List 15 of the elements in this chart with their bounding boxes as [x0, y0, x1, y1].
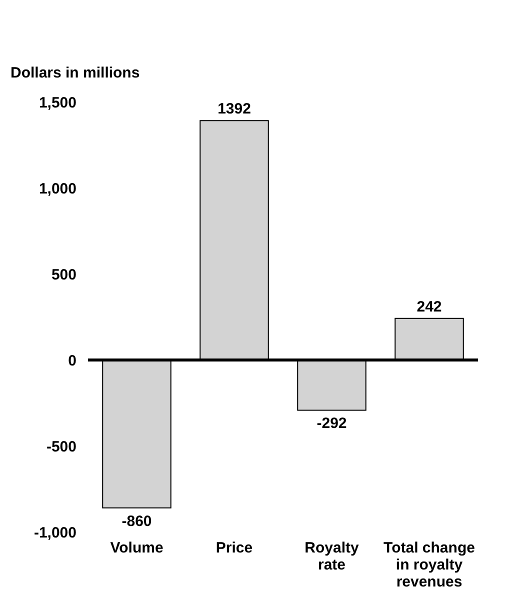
x-tick-label: Royalty rate	[304, 540, 360, 574]
y-tick-label: 1,500	[38, 94, 76, 112]
y-axis-title: Dollars in millions	[10, 64, 140, 82]
data-label: -292	[316, 415, 347, 432]
data-label: 1392	[218, 100, 251, 118]
y-tick-label: 500	[51, 266, 76, 284]
y-tick-label: -1,000	[34, 524, 76, 542]
data-label: 242	[416, 298, 442, 316]
y-tick-label: 1,000	[38, 180, 76, 198]
y-tick-label: 0	[68, 352, 76, 370]
data-label: -860	[122, 512, 152, 530]
x-tick-label: Total change in royalty revenues	[384, 540, 475, 590]
x-tick-label: Price	[216, 540, 253, 556]
x-tick-label: Volume	[110, 540, 164, 556]
y-tick-label: -500	[46, 438, 76, 456]
